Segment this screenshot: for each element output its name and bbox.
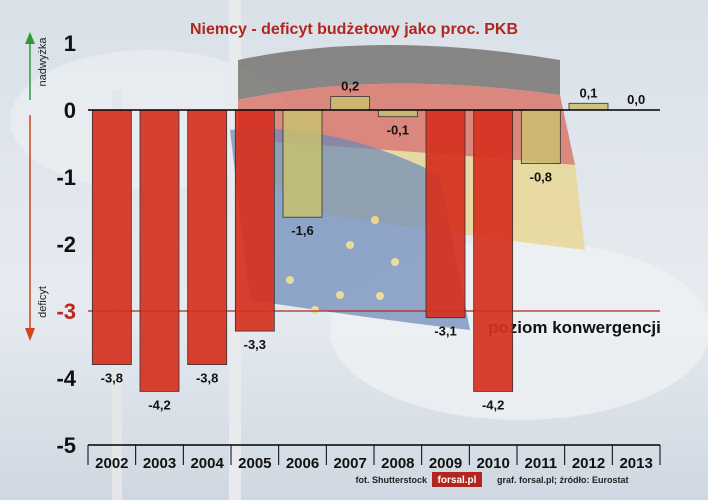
value-label-2004: -3,8 [196,371,218,386]
arrow-up-icon [25,32,35,44]
y-tick-label: -2 [56,232,76,257]
x-tick-label: 2006 [286,455,319,472]
bar-2003 [139,109,180,392]
x-tick-label: 2003 [143,455,176,472]
x-tick-label: 2002 [95,455,128,472]
bar-2012 [568,102,609,111]
side-indicator: nadwyżka deficyt [25,32,49,341]
label-nadwyzka: nadwyżka [37,37,49,87]
photo-credit: fot. Shutterstock [355,475,427,485]
bar-2005 [234,109,275,332]
x-axis: 2002 2003 2004 2005 2006 2007 2008 2009 2010 2011… [87,109,661,472]
x-tick-label: 2011 [525,455,558,472]
bar-2009 [425,109,466,319]
bar-2006 [282,109,323,218]
value-label-2005: -3,3 [244,337,266,352]
y-tick-label: -3 [56,299,76,324]
value-labels: -3,8 -4,2 -3,8 -3,3 -1,6 0,2 -0,1 -3,1 -4,2 -0,8 0… [101,79,646,413]
x-tick-label: 2010 [476,455,509,472]
value-label-2008: -0,1 [387,123,409,138]
x-tick-label: 2012 [572,455,605,472]
value-label-2003: -4,2 [148,397,170,412]
forsal-logo: forsal.pl [438,475,477,486]
value-label-2009: -3,1 [434,324,456,339]
y-tick-label: -1 [56,165,76,190]
x-tick-label: 2009 [429,455,462,472]
y-tick-label: 0 [64,98,76,123]
value-label-2012: 0,1 [579,85,597,100]
x-tick-label: 2005 [238,455,271,472]
label-deficyt: deficyt [37,286,49,318]
bar-2007 [330,96,371,111]
value-label-2013: 0,0 [627,92,645,107]
source-credits: graf. forsal.pl; źródło: Eurostat [497,475,629,485]
y-tick-label: -4 [56,366,76,391]
x-tick-label: 2007 [333,455,366,472]
forsal-logo-badge [432,472,482,487]
value-label-2007: 0,2 [341,79,359,94]
convergence-reference: poziom konwergencji [88,310,661,337]
value-label-2006: -1,6 [291,223,313,238]
arrow-down-icon [25,328,35,341]
bar-2011 [520,109,561,164]
y-axis-ticks: 1 0 -1 -2 -3 -4 -5 [56,31,76,458]
x-tick-label: 2013 [619,455,652,472]
bar-2004 [187,109,228,366]
value-label-2010: -4,2 [482,397,504,412]
bar-2002 [91,109,132,366]
bar-2010 [473,109,514,392]
bars [91,96,609,392]
value-label-2011: -0,8 [530,170,552,185]
x-tick-label: 2004 [190,455,224,472]
x-tick-label: 2008 [381,455,414,472]
chart-title: Niemcy - deficyt budżetowy jako proc. PK… [190,21,518,38]
y-tick-label: 1 [64,31,76,56]
footer: fot. Shutterstock forsal.pl graf. forsal… [355,472,629,487]
y-tick-label: -5 [56,433,76,458]
value-label-2002: -3,8 [101,371,123,386]
bar-2008 [377,109,418,118]
convergence-label: poziom konwergencji [488,318,661,337]
